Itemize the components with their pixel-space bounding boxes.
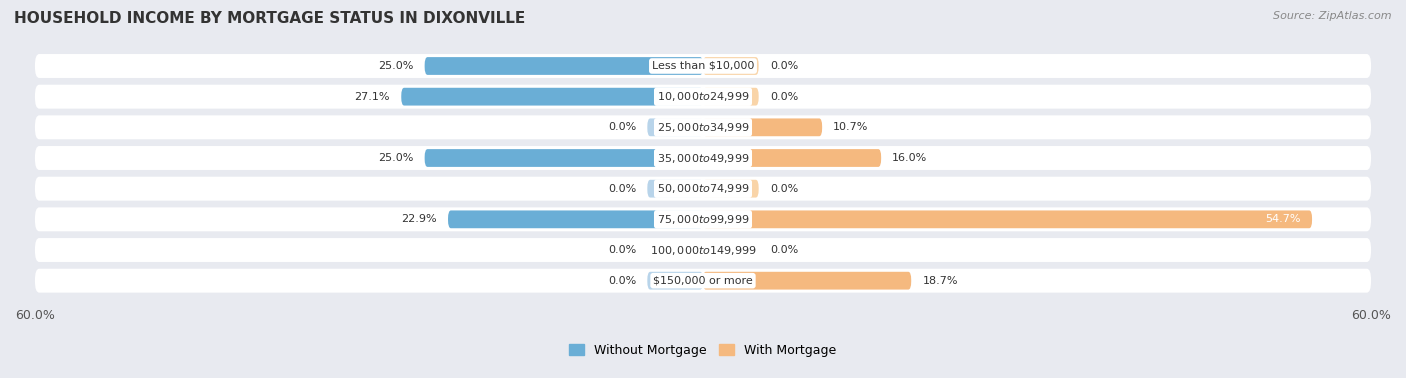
Text: $25,000 to $34,999: $25,000 to $34,999 [657, 121, 749, 134]
Text: 10.7%: 10.7% [834, 122, 869, 132]
Text: 54.7%: 54.7% [1265, 214, 1301, 224]
Text: 27.1%: 27.1% [354, 91, 389, 102]
FancyBboxPatch shape [703, 180, 759, 198]
Text: 16.0%: 16.0% [893, 153, 928, 163]
Text: 25.0%: 25.0% [378, 153, 413, 163]
FancyBboxPatch shape [35, 238, 1371, 262]
Text: 0.0%: 0.0% [607, 184, 636, 194]
Text: $150,000 or more: $150,000 or more [654, 276, 752, 286]
Text: 18.7%: 18.7% [922, 276, 957, 286]
FancyBboxPatch shape [35, 208, 1371, 231]
FancyBboxPatch shape [425, 149, 703, 167]
Text: Less than $10,000: Less than $10,000 [652, 61, 754, 71]
Text: Source: ZipAtlas.com: Source: ZipAtlas.com [1274, 11, 1392, 21]
FancyBboxPatch shape [449, 211, 703, 228]
Text: 0.0%: 0.0% [770, 184, 799, 194]
FancyBboxPatch shape [647, 241, 703, 259]
Legend: Without Mortgage, With Mortgage: Without Mortgage, With Mortgage [569, 344, 837, 357]
Text: 0.0%: 0.0% [607, 245, 636, 255]
FancyBboxPatch shape [647, 180, 703, 198]
FancyBboxPatch shape [647, 272, 703, 290]
FancyBboxPatch shape [35, 146, 1371, 170]
FancyBboxPatch shape [703, 149, 882, 167]
Text: 22.9%: 22.9% [401, 214, 437, 224]
Text: 0.0%: 0.0% [607, 276, 636, 286]
Text: $75,000 to $99,999: $75,000 to $99,999 [657, 213, 749, 226]
FancyBboxPatch shape [35, 115, 1371, 139]
Text: $10,000 to $24,999: $10,000 to $24,999 [657, 90, 749, 103]
Text: $100,000 to $149,999: $100,000 to $149,999 [650, 243, 756, 257]
FancyBboxPatch shape [703, 241, 759, 259]
FancyBboxPatch shape [703, 57, 759, 75]
FancyBboxPatch shape [35, 269, 1371, 293]
Text: 0.0%: 0.0% [770, 245, 799, 255]
FancyBboxPatch shape [703, 211, 1312, 228]
Text: 25.0%: 25.0% [378, 61, 413, 71]
FancyBboxPatch shape [35, 85, 1371, 108]
FancyBboxPatch shape [647, 118, 703, 136]
FancyBboxPatch shape [425, 57, 703, 75]
Text: 0.0%: 0.0% [770, 91, 799, 102]
FancyBboxPatch shape [401, 88, 703, 105]
Text: 0.0%: 0.0% [770, 61, 799, 71]
FancyBboxPatch shape [703, 118, 823, 136]
Text: $35,000 to $49,999: $35,000 to $49,999 [657, 152, 749, 164]
Text: $50,000 to $74,999: $50,000 to $74,999 [657, 182, 749, 195]
FancyBboxPatch shape [35, 177, 1371, 201]
FancyBboxPatch shape [703, 272, 911, 290]
Text: 0.0%: 0.0% [607, 122, 636, 132]
Text: HOUSEHOLD INCOME BY MORTGAGE STATUS IN DIXONVILLE: HOUSEHOLD INCOME BY MORTGAGE STATUS IN D… [14, 11, 526, 26]
FancyBboxPatch shape [703, 88, 759, 105]
FancyBboxPatch shape [35, 54, 1371, 78]
